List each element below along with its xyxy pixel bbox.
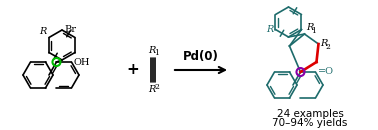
Text: R: R	[266, 25, 274, 34]
Text: 1: 1	[155, 49, 160, 57]
Text: 24 examples: 24 examples	[277, 109, 344, 119]
Text: 2: 2	[155, 83, 160, 91]
Text: 2: 2	[325, 43, 330, 51]
Text: R: R	[148, 85, 156, 94]
Text: 1: 1	[311, 27, 316, 35]
Text: R: R	[40, 27, 47, 35]
Text: Br: Br	[64, 24, 76, 34]
Text: OH: OH	[73, 57, 90, 67]
Text: R: R	[321, 38, 328, 47]
Text: 70–94% yields: 70–94% yields	[272, 118, 348, 128]
Text: +: +	[127, 63, 139, 77]
Text: Pd(0): Pd(0)	[183, 50, 219, 63]
Text: R: R	[148, 46, 156, 55]
Text: =O: =O	[318, 67, 333, 76]
Text: R: R	[307, 23, 314, 32]
